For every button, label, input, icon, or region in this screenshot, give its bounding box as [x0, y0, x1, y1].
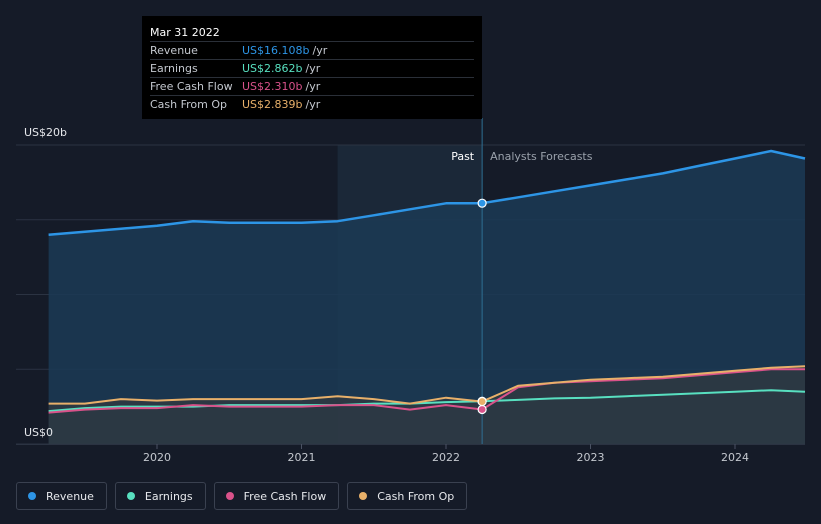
- series-marker: [477, 404, 487, 415]
- hover-tooltip: Mar 31 2022 Revenue US$16.108b /yr Earni…: [142, 16, 482, 119]
- legend-item-free-cash-flow[interactable]: Free Cash Flow: [213, 482, 340, 510]
- tooltip-value: US$2.862b: [242, 62, 303, 75]
- tooltip-label: Earnings: [150, 62, 198, 75]
- legend: Revenue Earnings Free Cash Flow Cash Fro…: [16, 482, 468, 512]
- tooltip-unit: /yr: [312, 44, 328, 57]
- past-label: Past: [451, 150, 475, 163]
- tooltip-value: US$16.108b: [242, 44, 310, 57]
- x-tick-label: 2024: [721, 451, 749, 464]
- legend-label: Earnings: [144, 489, 193, 503]
- legend-item-revenue[interactable]: Revenue: [16, 482, 107, 510]
- series-marker: [477, 396, 487, 407]
- tooltip-unit: /yr: [305, 80, 321, 93]
- series-line: [48, 365, 806, 405]
- tooltip-label: Revenue: [150, 44, 198, 57]
- tooltip-row-earnings: Earnings US$2.862b /yr: [150, 60, 474, 78]
- tooltip-unit: /yr: [305, 98, 321, 111]
- series-line: [48, 368, 805, 414]
- legend-label: Free Cash Flow: [243, 489, 327, 503]
- legend-dot-icon: [28, 492, 36, 500]
- tooltip-unit: /yr: [305, 62, 321, 75]
- x-axis-ticks: 2020 2021 2022 2023 2024: [16, 444, 805, 464]
- legend-item-cash-from-op[interactable]: Cash From Op: [347, 482, 468, 510]
- series-area: [48, 366, 806, 444]
- y-axis-label-max: US$20b: [24, 126, 67, 139]
- tooltip-row-free-cash-flow: Free Cash Flow US$2.310b /yr: [150, 78, 474, 96]
- tooltip-label: Free Cash Flow: [150, 80, 233, 93]
- legend-label: Revenue: [46, 489, 94, 503]
- series-lines: [48, 149, 806, 414]
- legend-dot-icon: [359, 492, 368, 500]
- tooltip-value: US$2.839b: [242, 98, 303, 111]
- tooltip-value: US$2.310b: [242, 80, 303, 93]
- legend-dot-icon: [225, 492, 234, 500]
- series-marker: [477, 198, 487, 208]
- series-areas: [48, 151, 806, 444]
- series-line: [48, 149, 806, 236]
- tooltip-label: Cash From Op: [150, 98, 228, 111]
- forecast-label: Analysts Forecasts: [490, 150, 593, 163]
- x-tick-label: 2023: [577, 451, 605, 464]
- legend-label: Cash From Op: [377, 489, 455, 503]
- legend-item-earnings[interactable]: Earnings: [114, 482, 206, 510]
- legend-dot-icon: [126, 492, 135, 500]
- tooltip-date: Mar 31 2022: [150, 24, 474, 42]
- current-value-markers: [477, 198, 487, 415]
- x-tick-label: 2021: [288, 451, 316, 464]
- x-tick-label: 2022: [432, 451, 460, 464]
- x-tick-label: 2020: [143, 451, 171, 464]
- series-area: [48, 151, 806, 444]
- tooltip-row-cash-from-op: Cash From Op US$2.839b /yr: [150, 96, 474, 113]
- y-axis-label-min: US$0: [24, 426, 53, 439]
- tooltip-row-revenue: Revenue US$16.108b /yr: [150, 42, 474, 60]
